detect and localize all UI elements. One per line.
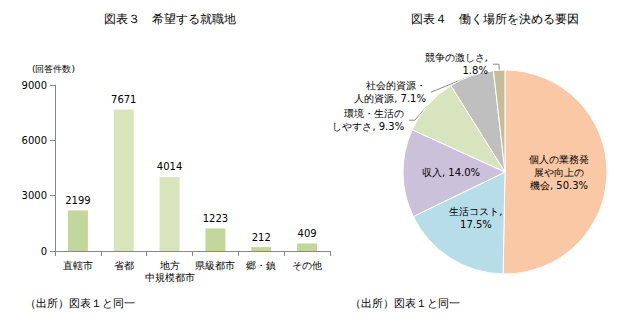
svg-text:省都: 省都 [114, 260, 134, 271]
svg-text:（出所）図表１と同一: （出所）図表１と同一 [25, 297, 135, 310]
svg-text:その他: その他 [292, 260, 322, 271]
svg-text:3000: 3000 [22, 190, 47, 201]
svg-text:17.5%: 17.5% [460, 219, 492, 230]
svg-text:7671: 7671 [111, 94, 136, 105]
svg-text:展や向上の: 展や向上の [534, 167, 584, 178]
svg-text:環境・生活の: 環境・生活の [344, 108, 404, 119]
svg-text:図表４ 働く場所を決める要因: 図表４ 働く場所を決める要因 [411, 12, 579, 26]
svg-text:6000: 6000 [22, 135, 47, 146]
svg-text:収入, 14.0%: 収入, 14.0% [422, 167, 480, 178]
svg-text:4014: 4014 [157, 161, 182, 172]
svg-text:1223: 1223 [203, 213, 228, 224]
svg-text:機会, 50.3%: 機会, 50.3% [530, 180, 588, 191]
svg-text:個人の業務発: 個人の業務発 [529, 154, 589, 165]
svg-text:しやすさ, 9.3%: しやすさ, 9.3% [332, 121, 404, 132]
svg-text:（出所）図表１と同一: （出所）図表１と同一 [350, 297, 460, 310]
svg-text:県級都市: 県級都市 [195, 260, 235, 271]
svg-text:1.8%: 1.8% [462, 65, 487, 76]
svg-text:409: 409 [298, 228, 317, 239]
svg-text:212: 212 [252, 232, 271, 243]
svg-text:(回答件数): (回答件数) [32, 64, 75, 74]
svg-text:直轄市: 直轄市 [63, 260, 93, 271]
svg-text:人的資源, 7.1%: 人的資源, 7.1% [354, 93, 426, 104]
svg-text:生活コスト,: 生活コスト, [449, 206, 502, 217]
svg-text:0: 0 [41, 246, 47, 257]
svg-text:2199: 2199 [65, 195, 90, 206]
svg-text:地方: 地方 [159, 260, 180, 271]
svg-text:中規模都市: 中規模都市 [145, 272, 195, 283]
svg-text:図表３ 希望する就職地: 図表３ 希望する就職地 [104, 12, 236, 26]
svg-text:競争の激しさ,: 競争の激しさ, [425, 52, 488, 63]
svg-text:社会的資源・: 社会的資源・ [366, 80, 426, 91]
svg-text:9000: 9000 [22, 80, 47, 91]
svg-text:郷・鎮: 郷・鎮 [246, 260, 276, 271]
